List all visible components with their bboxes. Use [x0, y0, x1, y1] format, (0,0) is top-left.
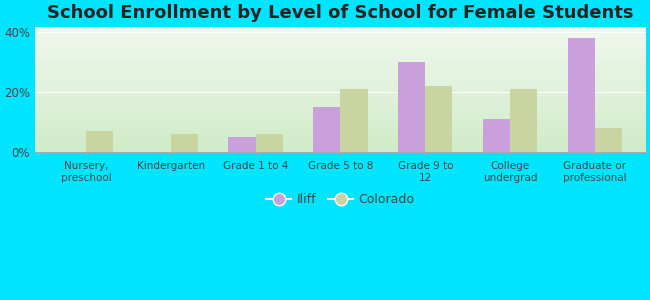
Bar	[255, 134, 283, 152]
Bar	[483, 119, 510, 152]
Bar	[171, 134, 198, 152]
Bar	[510, 89, 538, 152]
Bar	[313, 107, 341, 152]
Bar	[86, 131, 113, 152]
Bar	[568, 38, 595, 152]
Bar	[341, 89, 368, 152]
Bar	[398, 62, 425, 152]
Title: School Enrollment by Level of School for Female Students: School Enrollment by Level of School for…	[47, 4, 634, 22]
Bar	[425, 86, 452, 152]
Bar	[595, 128, 622, 152]
Legend: Iliff, Colorado: Iliff, Colorado	[261, 188, 419, 211]
Bar	[228, 137, 255, 152]
